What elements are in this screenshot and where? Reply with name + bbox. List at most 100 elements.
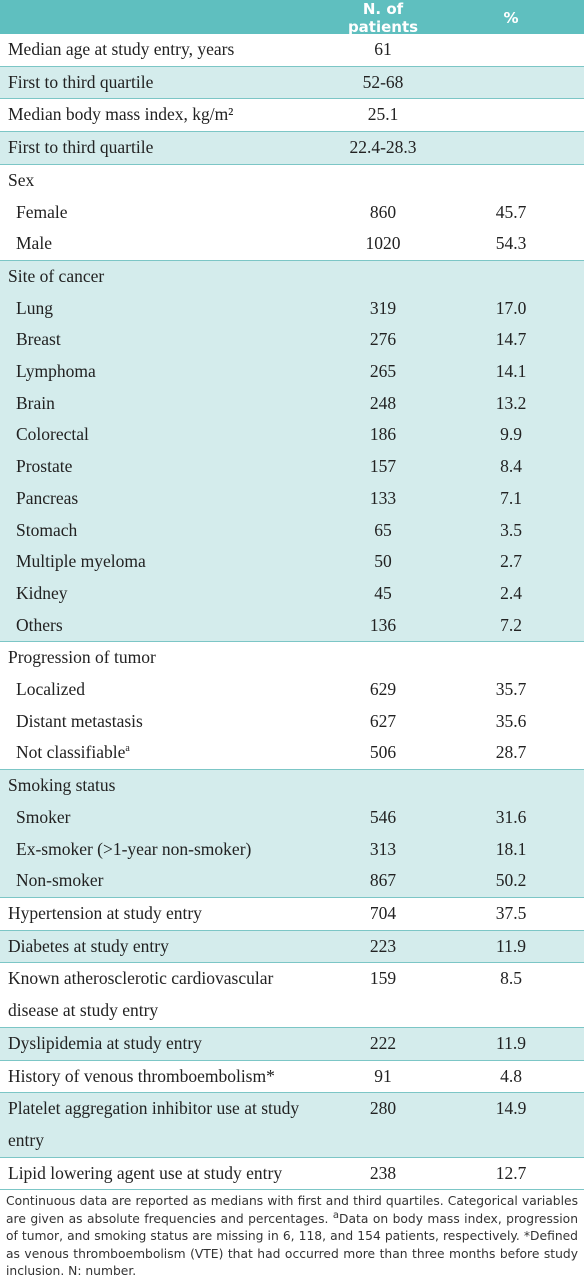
pct-cell <box>438 261 584 293</box>
row-group: Smoking status Smoker 546 31.6 Ex-smoker (>1… <box>0 770 584 898</box>
n-cell <box>328 642 438 674</box>
table-body: Median age at study entry, years 61 First … <box>0 34 584 1191</box>
n-cell: 629 <box>369 679 397 700</box>
n-cell: 22.4-28.3 <box>349 137 417 158</box>
row-label: Others <box>0 610 328 642</box>
table-row: Colorectal 186 9.9 <box>0 419 584 451</box>
row-label: First to third quartile <box>0 67 328 99</box>
table-row: Smoking status <box>0 770 584 802</box>
row-label: Known atherosclerotic cardiovascular dis… <box>0 963 328 1026</box>
n-cell: 319 <box>369 297 397 318</box>
row-label: Lipid lowering agent use at study entry <box>0 1158 328 1190</box>
label-text: Non-smoker <box>16 870 104 891</box>
row-label: Platelet aggregation inhibitor use at st… <box>0 1093 328 1156</box>
n-cell: 280 <box>369 1098 397 1119</box>
row-label: Diabetes at study entry <box>0 931 328 963</box>
n-cell: 159 <box>369 968 397 989</box>
row-label: Dyslipidemia at study entry <box>0 1028 328 1060</box>
row-label: Distant metastasis <box>0 706 328 738</box>
label-text: Lymphoma <box>16 361 96 382</box>
pct-cell: 9.9 <box>500 424 522 445</box>
pct-cell: 45.7 <box>495 201 527 222</box>
row-label: Colorectal <box>0 419 328 451</box>
header-cell: % <box>503 9 519 27</box>
table-row: Prostate 157 8.4 <box>0 451 584 483</box>
table-row: First to third quartile 52-68 <box>0 67 584 99</box>
label-text: Pancreas <box>16 487 79 508</box>
table-row: Ex-smoker (>1-year non-smoker) 313 18.1 <box>0 834 584 866</box>
table-row: Dyslipidemia at study entry 222 11.9 <box>0 1028 584 1060</box>
label-text: Diabetes at study entry <box>8 935 169 956</box>
n-cell: 867 <box>369 870 397 891</box>
pct-cell: 11.9 <box>496 935 526 956</box>
row-label: Female <box>0 197 328 229</box>
pct-cell <box>438 99 584 131</box>
pct-cell: 11.9 <box>496 1032 526 1053</box>
pct-cell <box>438 770 584 802</box>
pct-cell: 54.3 <box>495 233 527 254</box>
pct-cell: 12.7 <box>495 1162 527 1183</box>
label-text: Dyslipidemia at study entry <box>8 1032 202 1053</box>
label-text: Progression of tumor <box>8 647 156 668</box>
label-text: Female <box>16 201 68 222</box>
table-row: Others 136 7.2 <box>0 610 584 642</box>
label-text: Hypertension at study entry <box>8 902 202 923</box>
n-cell: 65 <box>374 519 392 540</box>
n-cell: 91 <box>374 1065 392 1086</box>
label-text: Not classifiable <box>16 742 126 763</box>
label-text: Median body mass index, kg/m² <box>8 104 234 125</box>
n-cell: 506 <box>369 742 397 763</box>
pct-cell: 7.1 <box>500 487 522 508</box>
row-group: Platelet aggregation inhibitor use at st… <box>0 1093 584 1158</box>
n-cell: 222 <box>369 1032 397 1053</box>
pct-cell: 14.9 <box>495 1098 527 1119</box>
row-label: Lymphoma <box>0 356 328 388</box>
n-cell: 45 <box>374 582 392 603</box>
pct-cell: 14.1 <box>495 361 527 382</box>
pct-cell: 3.5 <box>500 519 522 540</box>
row-group: Known atherosclerotic cardiovascular dis… <box>0 963 584 1028</box>
row-group: Site of cancer Lung 319 17.0 Breast 276 14.7 Ly… <box>0 260 584 643</box>
label-text: Prostate <box>16 456 73 477</box>
n-cell: 238 <box>369 1162 397 1183</box>
label-text: Multiple myeloma <box>16 551 146 572</box>
table-row: Diabetes at study entry 223 11.9 <box>0 931 584 963</box>
label-text: Others <box>16 614 63 635</box>
row-label: Male <box>0 228 328 260</box>
table-row: Platelet aggregation inhibitor use at st… <box>0 1093 584 1156</box>
label-text: First to third quartile <box>8 71 154 92</box>
label-text: Breast <box>16 329 61 350</box>
n-cell: 313 <box>369 838 397 859</box>
pct-cell <box>438 132 584 164</box>
label-text: Smoking status <box>8 775 116 796</box>
pct-cell: 35.7 <box>495 679 527 700</box>
row-label: Brain <box>0 388 328 420</box>
table-row: Smoker 546 31.6 <box>0 802 584 834</box>
row-group: Dyslipidemia at study entry 222 11.9 <box>0 1027 584 1061</box>
label-text: Site of cancer <box>8 265 105 286</box>
table-row: First to third quartile 22.4-28.3 <box>0 132 584 164</box>
table-row: Not classifiablea 506 28.7 <box>0 737 584 769</box>
row-group: Progression of tumor Localized 629 35.7 Dist… <box>0 642 584 771</box>
row-label: Progression of tumor <box>0 642 328 674</box>
footnote-mark: a <box>332 1209 340 1221</box>
n-cell: 61 <box>374 39 392 59</box>
label-text: Lung <box>16 297 53 318</box>
label-text: First to third quartile <box>8 137 154 158</box>
n-cell: 25.1 <box>367 104 399 125</box>
row-label: History of venous thromboembolism* <box>0 1061 328 1093</box>
pct-cell: 50.2 <box>495 870 527 891</box>
table-row: History of venous thromboembolism* 91 4.8 <box>0 1061 584 1093</box>
row-label: Prostate <box>0 451 328 483</box>
label-text: Ex-smoker (>1-year non-smoker) <box>16 838 252 859</box>
table-row: Median body mass index, kg/m² 25.1 <box>0 99 584 131</box>
table-row: Sex <box>0 165 584 197</box>
table-row: Breast 276 14.7 <box>0 324 584 356</box>
n-cell <box>328 770 438 802</box>
row-label: Not classifiablea <box>0 737 328 769</box>
label-text: Smoker <box>16 806 71 827</box>
footnote-mark: a <box>125 743 130 755</box>
footnote: Continuous data are reported as medians … <box>0 1190 584 1281</box>
n-cell: 157 <box>369 456 397 477</box>
pct-cell <box>438 67 584 99</box>
